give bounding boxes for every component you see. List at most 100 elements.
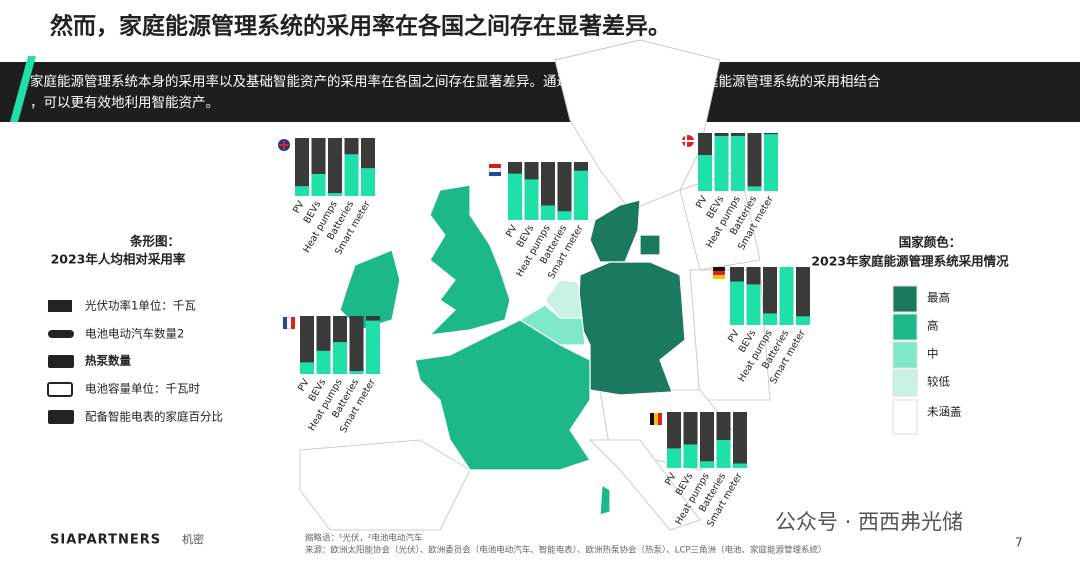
corsica [599, 483, 611, 516]
bar [731, 135, 745, 191]
bar [764, 134, 778, 191]
flag-nl-red [489, 164, 501, 168]
flag-be-red [658, 413, 662, 425]
legend-label: 较低 [927, 375, 950, 389]
banner-text: ，可以更有效地利用智能资产。 [30, 95, 219, 111]
legend-swatch [892, 399, 918, 435]
legend-icons [47, 300, 74, 424]
page-number: 7 [1015, 536, 1023, 550]
zealand [639, 234, 661, 256]
title: 然而，家庭能源管理系统的采用率在各国之间存在显著差异。 [50, 13, 671, 40]
bar [524, 179, 539, 220]
bar [733, 463, 747, 468]
bar [698, 155, 712, 191]
watermark: 公众号 · 西西弗光储 [775, 510, 963, 534]
bar [779, 267, 794, 325]
bar-background [700, 412, 714, 468]
legend-item: 配备智能电表的家庭百分比 [85, 410, 223, 424]
bar-background [300, 316, 314, 374]
italy [588, 439, 701, 531]
legend-title: 2023年人均相对采用率 [51, 252, 186, 267]
bar [328, 193, 342, 196]
bar [747, 186, 762, 191]
bar [730, 281, 744, 325]
bar-background [763, 267, 777, 325]
denmark [589, 199, 641, 263]
icon-pv [48, 300, 72, 312]
bar [311, 173, 326, 196]
bar [667, 448, 681, 468]
legend-swatch [892, 369, 918, 397]
flags [278, 135, 725, 425]
bar [300, 362, 314, 374]
legend-title: 条形图： [129, 234, 180, 249]
legend-item: 光伏功率1单位：千瓦 [85, 299, 196, 313]
icon-ev [48, 330, 74, 338]
flag-be-black [650, 413, 654, 425]
bar [700, 461, 714, 468]
x-tick-label: PV [296, 377, 312, 394]
germany [577, 261, 686, 396]
country-legend-title: 国家颜色： [899, 235, 962, 250]
bar [349, 371, 364, 374]
bar [344, 154, 359, 196]
bar [714, 135, 729, 191]
great-britain [428, 184, 511, 336]
bar-background [295, 138, 309, 196]
banner-text: 家庭能源管理系统本身的采用率以及基础智能资产的采用率在各国之间存在显著差异。通过… [30, 73, 881, 90]
flag-de-black [713, 267, 725, 271]
bar-background [557, 162, 572, 220]
bar [316, 350, 331, 374]
bar [508, 173, 522, 220]
bar [796, 316, 810, 325]
bar-background [747, 133, 762, 191]
banner [0, 62, 1080, 122]
bar [763, 313, 777, 325]
bar [746, 284, 761, 325]
bar-background [796, 267, 810, 325]
icon-heatpump [48, 355, 74, 368]
legend-label: 高 [927, 319, 939, 333]
icon-battery [47, 382, 73, 397]
bar [574, 170, 588, 220]
bar-background [349, 316, 364, 374]
iberia [299, 439, 471, 531]
bar [366, 320, 380, 374]
france [414, 319, 591, 471]
notes: 缩略语：¹光伏，²电池电动汽车 [305, 533, 422, 544]
brand: SIAPARTNERS [50, 533, 161, 548]
legend-label: 最高 [927, 291, 950, 305]
legend-item: 电池容量单位：千瓦时 [85, 382, 200, 396]
x-tick-label: PV [291, 199, 307, 216]
bar [557, 211, 572, 220]
bar [541, 205, 555, 220]
flag-fr-red [291, 317, 295, 329]
legend-item: 电池电动汽车数量2 [85, 327, 184, 341]
flag-de-gold [713, 275, 725, 279]
source: 来源：欧洲太阳能协会（光伏）、欧洲委员会（电池电动汽车、智能电表）、欧洲热泵协会… [305, 545, 827, 556]
accent-slash [10, 56, 36, 122]
bar-background [328, 138, 342, 196]
flag-dk-cross [682, 135, 694, 147]
bar [361, 168, 375, 196]
icon-meter [48, 410, 74, 424]
confidential: 机密 [182, 532, 204, 546]
bar [295, 186, 309, 196]
legend-swatch [892, 313, 918, 341]
legend-swatch [892, 341, 918, 369]
x-tick-label: PV [504, 223, 520, 240]
legend-item: 热泵数量 [85, 354, 131, 368]
netherlands [544, 279, 583, 319]
bar [333, 342, 347, 374]
legend-label: 未涵盖 [927, 405, 962, 419]
bar [683, 444, 698, 468]
legend-swatch [892, 285, 918, 313]
country-legend-title: 2023年家庭能源管理系统采用情况 [811, 254, 1009, 269]
flag-nl-blue [489, 172, 501, 176]
flag-fr-blue [283, 317, 287, 329]
flag-uk-cross [279, 140, 289, 150]
bar [716, 440, 731, 468]
legend-label: 中 [927, 347, 939, 361]
